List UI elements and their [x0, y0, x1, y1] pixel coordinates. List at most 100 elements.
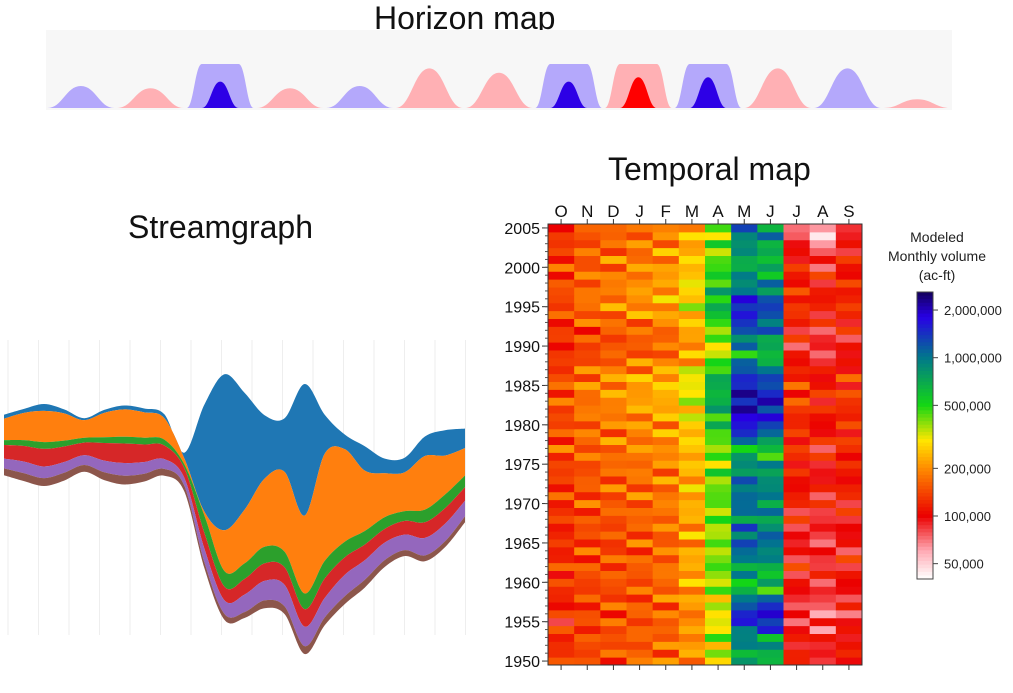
heat-cell [757, 294, 784, 304]
colorbar-band [917, 435, 933, 440]
heat-cell [652, 420, 680, 430]
heat-cell [731, 483, 758, 493]
colorbar-band [917, 388, 933, 394]
heat-cell [678, 562, 706, 571]
heat-cell [626, 287, 654, 296]
month-label: J [766, 202, 775, 221]
heat-cell [809, 373, 837, 382]
colorbar-band [917, 546, 933, 551]
heat-cell [757, 641, 784, 650]
heat-cell [731, 413, 758, 422]
colorbar-band [917, 510, 933, 516]
heat-cell [783, 420, 811, 430]
heat-cell [705, 318, 732, 327]
heat-cell [548, 231, 575, 241]
heat-cell [731, 546, 758, 556]
colorbar-band [917, 428, 933, 433]
heat-cell [574, 342, 601, 351]
heat-cell [652, 310, 680, 319]
heat-cell [574, 381, 601, 390]
heat-cell [626, 641, 654, 650]
heat-cell [574, 287, 601, 296]
heat-cell [705, 609, 732, 619]
heat-cell [731, 507, 758, 516]
heat-cell [809, 271, 837, 280]
colorbar-band [917, 396, 933, 401]
heat-cell [731, 263, 758, 272]
heat-cell [678, 491, 706, 501]
heat-cell [835, 397, 863, 406]
heat-cell [652, 602, 680, 611]
heat-cell [600, 239, 627, 249]
heat-cell [757, 554, 784, 564]
heat-cell [731, 318, 758, 327]
heat-cell [835, 302, 863, 312]
colorbar-band [917, 478, 933, 483]
heat-cell [548, 452, 575, 461]
heat-cell [574, 294, 601, 304]
heat-cell [600, 302, 627, 312]
heat-cell [652, 562, 680, 571]
heat-cell [731, 310, 758, 319]
horizon-bump-8-band2 [619, 77, 657, 108]
heat-cell [835, 633, 863, 642]
heat-cell [809, 326, 837, 335]
heat-cell [600, 279, 627, 288]
heat-cell [548, 523, 575, 532]
colorbar-band [917, 317, 933, 322]
heat-cell [705, 586, 732, 595]
heat-cell [731, 531, 758, 540]
heat-cell [757, 515, 784, 524]
heat-cell [835, 507, 863, 516]
heat-cell [678, 468, 706, 477]
colorbar-band [917, 392, 933, 397]
heat-cell [600, 342, 627, 351]
heat-cell [652, 507, 680, 516]
heat-cell [783, 381, 811, 390]
colorbar-band [917, 500, 933, 505]
heat-cell [574, 318, 601, 327]
heat-cell [626, 413, 654, 422]
heat-cell [835, 342, 863, 351]
heat-cell [783, 641, 811, 650]
heat-cell [652, 231, 680, 241]
colorbar-frame [916, 291, 934, 580]
heat-cell [626, 586, 654, 595]
heat-cell [626, 633, 654, 642]
heat-cell [652, 287, 680, 296]
heat-cell [783, 523, 811, 532]
heat-cell [626, 381, 654, 390]
heat-cell [731, 239, 758, 249]
heat-cell [652, 239, 680, 249]
heat-cell [574, 405, 601, 414]
heat-cell [574, 617, 601, 627]
heat-cell [757, 483, 784, 493]
heat-cell [705, 594, 732, 603]
heat-cell [835, 357, 863, 367]
heat-cell [678, 578, 706, 587]
heat-cell [835, 420, 863, 430]
heat-cell [731, 287, 758, 296]
heat-cell [809, 546, 837, 556]
heat-cell [757, 350, 784, 359]
horizon-bump-4 [326, 86, 394, 108]
legend-title-line: Modeled [910, 229, 964, 245]
heat-cell [731, 436, 758, 445]
heat-cell [705, 578, 732, 587]
heat-cell [548, 413, 575, 422]
heat-cell [705, 365, 732, 375]
heat-cell [678, 413, 706, 422]
heat-cell [835, 271, 863, 280]
heat-cell [731, 397, 758, 406]
heat-cell [600, 554, 627, 564]
heat-cell [548, 326, 575, 335]
horizon-bump-7-band2 [550, 81, 588, 108]
heat-cell [783, 342, 811, 351]
heat-cell [783, 609, 811, 619]
heat-cell [574, 539, 601, 548]
heat-cell [652, 436, 680, 445]
heat-cell [678, 381, 706, 390]
heat-cell [835, 247, 863, 256]
heat-cell [809, 507, 837, 516]
heat-cell [809, 381, 837, 390]
